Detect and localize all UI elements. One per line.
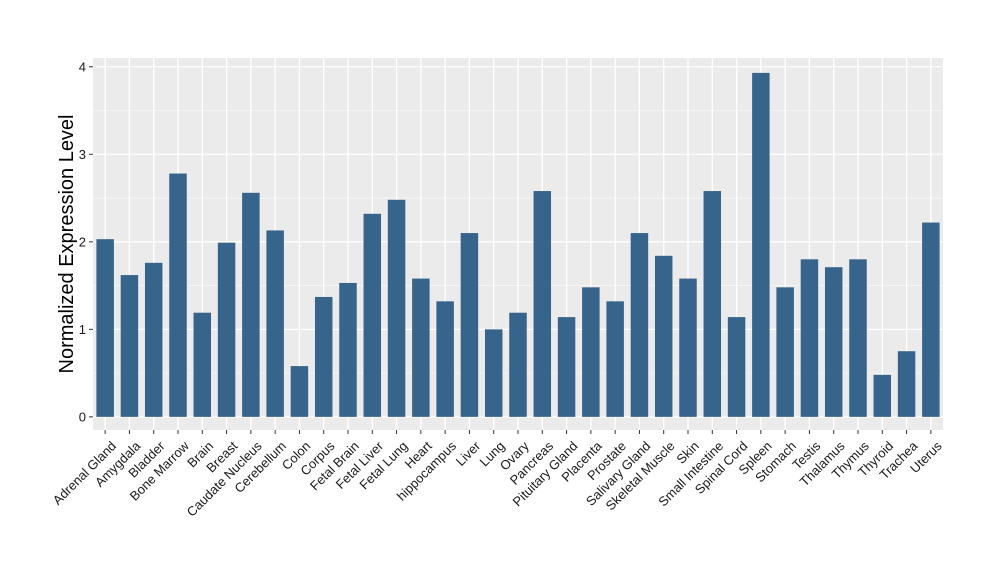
bar xyxy=(387,199,406,417)
bar xyxy=(217,242,236,417)
bar xyxy=(436,301,454,417)
y-tick-label: 2 xyxy=(79,234,86,249)
bar xyxy=(242,192,260,417)
bar xyxy=(776,287,794,417)
bar xyxy=(582,287,600,417)
bar xyxy=(193,312,212,417)
y-tick-label: 3 xyxy=(79,147,86,162)
y-tick-label: 0 xyxy=(79,409,86,424)
bar xyxy=(679,278,697,417)
y-tick-label: 4 xyxy=(79,59,86,74)
bar xyxy=(800,259,819,417)
y-axis-title: Normalized Expression Level xyxy=(56,114,78,373)
bar xyxy=(314,296,333,417)
bar xyxy=(533,191,552,417)
bar xyxy=(873,374,892,417)
bar xyxy=(922,222,940,417)
bar xyxy=(363,213,382,417)
bar xyxy=(484,329,503,417)
bar xyxy=(606,301,624,417)
bar xyxy=(460,233,479,417)
x-tick-label: Liver xyxy=(453,438,484,469)
bar xyxy=(144,262,163,417)
bar xyxy=(557,317,576,417)
bar xyxy=(169,173,187,417)
bar xyxy=(412,278,430,417)
bar xyxy=(290,366,309,417)
bar xyxy=(509,312,527,417)
bar xyxy=(849,259,867,417)
bar xyxy=(630,233,649,417)
bar xyxy=(120,275,139,417)
bar xyxy=(339,282,357,417)
bar xyxy=(752,72,770,417)
y-axis: 0 1 2 3 4 xyxy=(79,59,93,424)
bar xyxy=(654,255,673,417)
bar xyxy=(897,351,916,417)
bar xyxy=(96,239,114,417)
bars-group xyxy=(96,72,940,417)
bar xyxy=(824,267,843,417)
bar xyxy=(266,230,284,417)
bar xyxy=(703,191,722,417)
y-tick-label: 1 xyxy=(79,322,86,337)
bar xyxy=(727,317,746,417)
